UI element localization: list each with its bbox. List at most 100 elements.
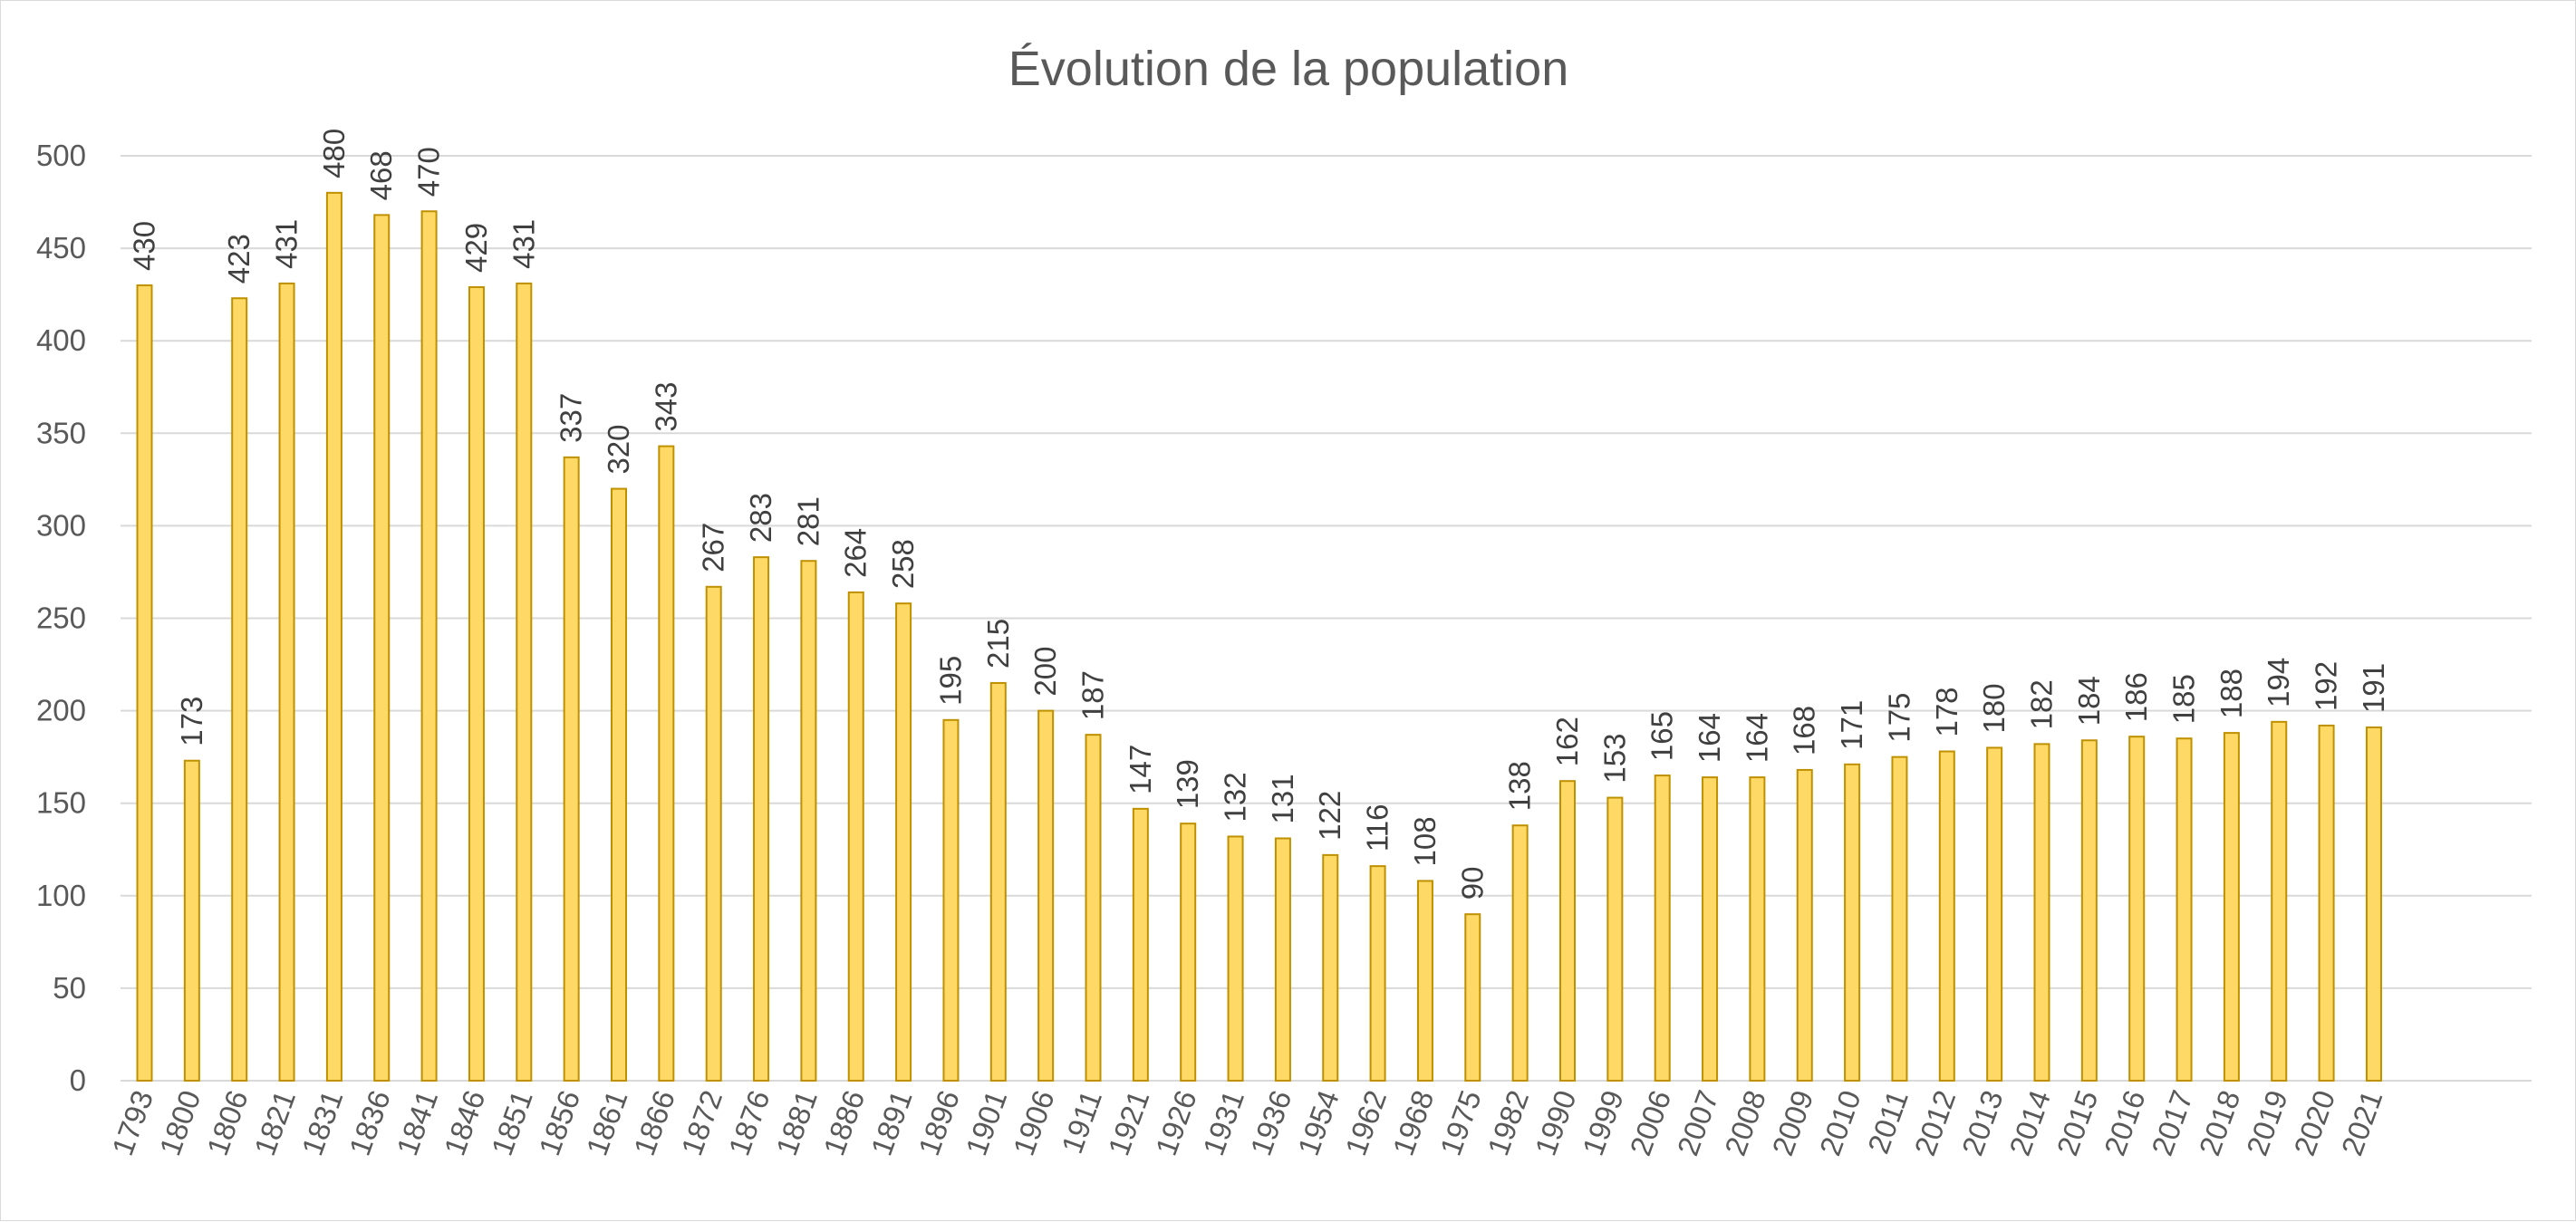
x-tick-label: 1911 (1055, 1086, 1108, 1158)
x-tick-label: 1921 (1102, 1086, 1156, 1160)
data-label: 173 (175, 697, 208, 746)
x-tick-label: 1872 (674, 1086, 728, 1160)
x-tick-label: 1975 (1433, 1086, 1488, 1160)
bar-1931 (1227, 835, 1244, 1082)
x-tick-label: 2010 (1813, 1086, 1867, 1160)
x-tick-label: 1831 (295, 1086, 350, 1160)
data-label: 281 (791, 496, 825, 546)
bar-2006 (1654, 775, 1671, 1082)
bar-2011 (1891, 755, 1908, 1082)
bar-2016 (2128, 736, 2146, 1082)
data-label: 184 (2072, 676, 2106, 726)
data-label: 182 (2025, 679, 2059, 729)
bar-2020 (2318, 724, 2335, 1082)
bar-1821 (278, 282, 295, 1082)
data-label: 470 (412, 147, 446, 197)
x-tick-label: 2019 (2240, 1086, 2294, 1160)
x-tick-label: 1901 (959, 1086, 1013, 1160)
y-tick-label: 150 (36, 786, 86, 820)
chart-title: Évolution de la population (1008, 42, 1568, 96)
data-label: 200 (1028, 647, 1062, 697)
x-tick-label: 1793 (105, 1086, 159, 1160)
x-tick-label: 1836 (343, 1086, 397, 1160)
bar-1921 (1132, 807, 1149, 1082)
bar-2021 (2365, 726, 2382, 1082)
bar-1926 (1180, 823, 1197, 1082)
x-axis-ticks: 1793180018061821183118361841184618511856… (105, 1086, 2388, 1160)
x-tick-label: 2006 (1623, 1086, 1677, 1160)
bar-2010 (1844, 763, 1861, 1082)
data-label: 131 (1266, 774, 1299, 823)
bar-1962 (1369, 865, 1386, 1082)
data-label: 191 (2357, 663, 2390, 713)
bar-1831 (325, 191, 343, 1082)
bar-1836 (373, 214, 391, 1082)
x-tick-label: 1954 (1291, 1086, 1346, 1160)
data-label: 480 (317, 129, 351, 178)
bar-1901 (989, 681, 1007, 1082)
data-label: 431 (507, 219, 540, 269)
x-tick-label: 1876 (722, 1086, 777, 1160)
x-tick-label: 1999 (1576, 1086, 1630, 1160)
y-tick-label: 200 (36, 694, 86, 727)
bar-1968 (1416, 880, 1433, 1082)
x-tick-label: 1821 (247, 1086, 302, 1160)
x-tick-label: 1886 (816, 1086, 871, 1160)
data-label: 175 (1882, 693, 1915, 743)
bar-1800 (183, 759, 200, 1082)
data-label: 431 (270, 219, 304, 269)
bar-1846 (468, 285, 485, 1082)
data-label: 283 (744, 493, 777, 543)
data-label: 215 (981, 619, 1015, 669)
data-label: 423 (222, 234, 256, 284)
data-label: 180 (1977, 683, 2011, 733)
x-tick-label: 1846 (438, 1086, 492, 1160)
bar-1851 (516, 282, 533, 1082)
data-label: 138 (1503, 761, 1537, 811)
x-tick-label: 1926 (1149, 1086, 1203, 1160)
x-tick-label: 2021 (2335, 1086, 2389, 1160)
data-label: 122 (1313, 791, 1346, 841)
data-label: 192 (2310, 661, 2343, 711)
x-tick-label: 1841 (390, 1086, 444, 1160)
x-tick-label: 1866 (627, 1086, 681, 1160)
bar-1896 (942, 718, 960, 1082)
y-tick-label: 300 (36, 508, 86, 542)
bar-1999 (1606, 796, 1624, 1082)
bar-1841 (420, 210, 438, 1082)
bar-1856 (563, 456, 580, 1082)
data-label: 116 (1361, 804, 1394, 852)
data-label: 139 (1171, 759, 1204, 809)
bars (136, 191, 2382, 1082)
bar-2007 (1702, 776, 1719, 1082)
x-tick-label: 1881 (769, 1086, 824, 1160)
bar-2017 (2176, 737, 2193, 1082)
bar-2015 (2080, 739, 2098, 1082)
y-tick-label: 100 (36, 879, 86, 912)
x-tick-label: 2013 (1955, 1086, 2010, 1160)
data-label: 267 (697, 523, 730, 573)
x-tick-label: 1800 (153, 1086, 207, 1160)
data-label: 320 (602, 424, 635, 474)
x-tick-label: 2014 (2002, 1086, 2057, 1160)
y-axis-ticks: 0 50 100 150 200 250 300 350 400 450 500 (36, 139, 86, 1097)
bar-1936 (1274, 837, 1291, 1082)
bar-2019 (2271, 720, 2288, 1082)
data-label: 186 (2119, 672, 2153, 722)
bar-1886 (847, 591, 864, 1082)
x-tick-label: 1931 (1196, 1086, 1250, 1160)
data-label: 147 (1124, 745, 1157, 794)
x-tick-label: 1936 (1244, 1086, 1298, 1160)
bar-2009 (1796, 768, 1813, 1082)
data-label: 343 (649, 382, 682, 432)
data-label: 168 (1788, 706, 1821, 755)
x-tick-label: 2009 (1765, 1086, 1819, 1160)
y-tick-label: 450 (36, 231, 86, 265)
y-tick-label: 250 (36, 601, 86, 635)
bar-2018 (2223, 732, 2240, 1082)
x-tick-label: 1806 (200, 1086, 255, 1160)
bar-1990 (1559, 780, 1576, 1082)
data-label: 108 (1408, 816, 1442, 866)
data-label: 164 (1740, 713, 1773, 763)
